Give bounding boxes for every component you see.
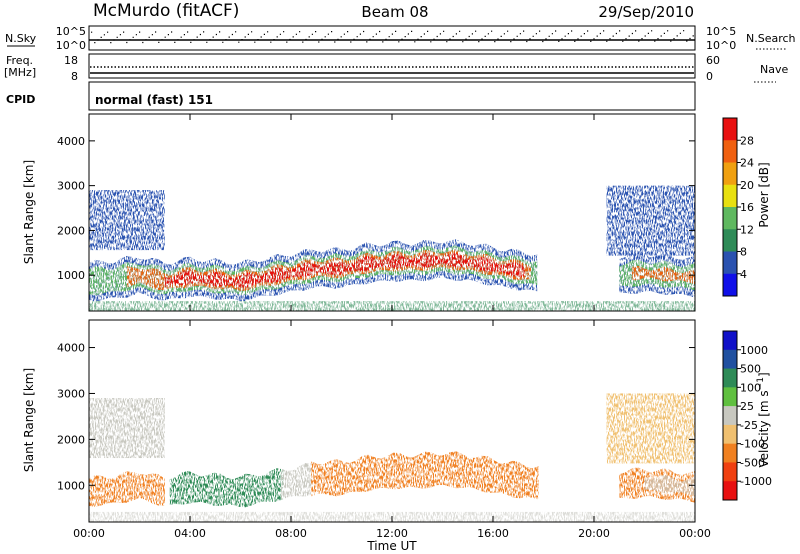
velocity-colorbar-tick-label-2: 100 xyxy=(740,381,761,394)
velocity-colorbar-swatch-1 xyxy=(723,349,737,370)
power-ytick-label-2: 3000 xyxy=(57,180,85,193)
nsky-strip-frame xyxy=(88,25,696,51)
power-colorbar-tick-label-3: 16 xyxy=(740,201,754,214)
time-tick-label-5: 20:00 xyxy=(578,527,610,540)
nsky-tick-bottom: 10^0 xyxy=(56,39,86,52)
nsky-tick-top: 10^5 xyxy=(56,25,86,38)
velocity-ytick-label-3: 4000 xyxy=(57,342,85,355)
nsky-label: N.Sky xyxy=(5,32,37,45)
power-colorbar-swatch-3 xyxy=(723,184,737,208)
nsky-dots xyxy=(91,30,694,44)
power-heatmap xyxy=(89,185,695,311)
power-colorbar-tick-label-0: 4 xyxy=(740,268,747,281)
power-patch-early xyxy=(89,190,165,251)
power-axes: 1000 2000 3000 4000 xyxy=(57,114,696,311)
power-band-core-late xyxy=(631,265,695,285)
time-tick-label-1: 04:00 xyxy=(174,527,206,540)
velocity-ytick-label-0: 1000 xyxy=(57,479,85,492)
velocity-colorbar-swatch-8 xyxy=(723,481,737,501)
velocity-colorbar-tick-label-6: -500 xyxy=(740,456,765,469)
nsearch-label: N.Search xyxy=(746,32,796,45)
nsky-trace xyxy=(89,30,695,44)
freq-strip-frame xyxy=(88,53,696,79)
velocity-band-eastward xyxy=(311,451,539,500)
station-title: McMurdo (fitACF) xyxy=(93,1,239,21)
power-patch-late xyxy=(606,185,695,256)
power-ytick-label-3: 4000 xyxy=(57,135,85,148)
velocity-patch-late xyxy=(606,393,695,464)
power-colorbar-tick-label-5: 24 xyxy=(740,157,754,170)
power-ytick-label-0: 1000 xyxy=(57,269,85,282)
velocity-colorbar-frame xyxy=(722,330,738,501)
velocity-colorbar-swatch-6 xyxy=(723,443,737,463)
freq-label: Freq. xyxy=(6,54,33,67)
velocity-colorbar-label: Velocity [m s−1] xyxy=(756,372,771,467)
velocity-band-late-core xyxy=(644,474,695,497)
velocity-colorbar: 1000 500 100 25 -25 -100 -500 -1000 xyxy=(722,330,772,501)
power-colorbar-label: Power [dB] xyxy=(757,162,771,227)
velocity-colorbar-swatch-3 xyxy=(723,387,737,407)
velocity-colorbar-swatch-7 xyxy=(723,462,737,482)
power-band-core xyxy=(164,252,525,288)
velocity-patch-early xyxy=(89,398,165,459)
velocity-colorbar-tick-label-7: -1000 xyxy=(740,475,772,488)
freq-tick-bottom: 8 xyxy=(71,70,78,83)
time-tick-label-0: 00:00 xyxy=(73,527,105,540)
time-tick-label-3: 12:00 xyxy=(376,527,408,540)
velocity-ytick-label-2: 3000 xyxy=(57,387,85,400)
velocity-colorbar-swatch-0 xyxy=(723,331,737,351)
velocity-colorbar-tick-label-4: -25 xyxy=(740,419,758,432)
freq-unit: [MHz] xyxy=(4,66,36,79)
time-axis: 00:00 04:00 08:00 12:00 16:00 20:00 00:00 xyxy=(73,527,711,540)
nsearch-tick-top: 10^5 xyxy=(706,25,736,38)
power-colorbar-swatch-7 xyxy=(723,273,737,297)
nave-tick-top: 60 xyxy=(706,54,720,67)
velocity-colorbar-swatch-4 xyxy=(723,406,737,426)
power-ylabel: Slant Range [km] xyxy=(22,160,36,264)
velocity-axes: 1000 2000 3000 4000 xyxy=(57,320,696,522)
velocity-band-early xyxy=(89,471,165,507)
power-colorbar-tick-label-4: 20 xyxy=(740,179,754,192)
nave-label: Nave xyxy=(760,63,788,76)
cpid-label: CPID xyxy=(6,93,35,106)
power-colorbar-tick-label-6: 28 xyxy=(740,134,754,147)
velocity-band-transition xyxy=(280,462,313,501)
velocity-colorbar-tick-label-3: 25 xyxy=(740,400,754,413)
power-colorbar-swatch-2 xyxy=(723,162,737,186)
velocity-colorbar-tick-label-1: 500 xyxy=(740,363,761,376)
power-colorbar-swatch-6 xyxy=(723,251,737,275)
power-ytick-label-1: 2000 xyxy=(57,224,85,237)
velocity-ytick-label-1: 2000 xyxy=(57,433,85,446)
time-tick-label-2: 08:00 xyxy=(275,527,307,540)
velocity-colorbar-tick-label-5: -100 xyxy=(740,438,765,451)
freq-tick-top: 18 xyxy=(64,54,78,67)
nsearch-tick-bottom: 10^0 xyxy=(706,39,736,52)
nave-tick-bottom: 0 xyxy=(706,70,713,83)
cpid-value: normal (fast) 151 xyxy=(95,93,213,107)
beam-title: Beam 08 xyxy=(361,3,428,21)
time-tick-label-6: 00:00 xyxy=(679,527,711,540)
power-colorbar-swatch-1 xyxy=(723,140,737,163)
power-colorbar: 4 8 12 16 20 24 28 xyxy=(722,117,754,297)
cpid-strip-frame xyxy=(88,81,696,111)
power-colorbar-tick-label-2: 12 xyxy=(740,223,754,236)
power-colorbar-swatch-4 xyxy=(723,207,737,230)
velocity-band-westward xyxy=(169,468,284,508)
velocity-colorbar-tick-label-0: 1000 xyxy=(740,344,768,357)
power-colorbar-swatch-5 xyxy=(723,229,737,252)
velocity-colorbar-swatch-2 xyxy=(723,368,737,388)
velocity-heatmap xyxy=(89,393,695,522)
power-colorbar-tick-label-1: 8 xyxy=(740,246,747,259)
velocity-colorbar-swatch-5 xyxy=(723,424,737,445)
velocity-ylabel: Slant Range [km] xyxy=(22,368,36,472)
power-colorbar-swatch-0 xyxy=(723,118,737,141)
date-title: 29/Sep/2010 xyxy=(598,3,694,21)
time-tick-label-4: 16:00 xyxy=(477,527,509,540)
time-axis-label: Time UT xyxy=(366,539,417,553)
